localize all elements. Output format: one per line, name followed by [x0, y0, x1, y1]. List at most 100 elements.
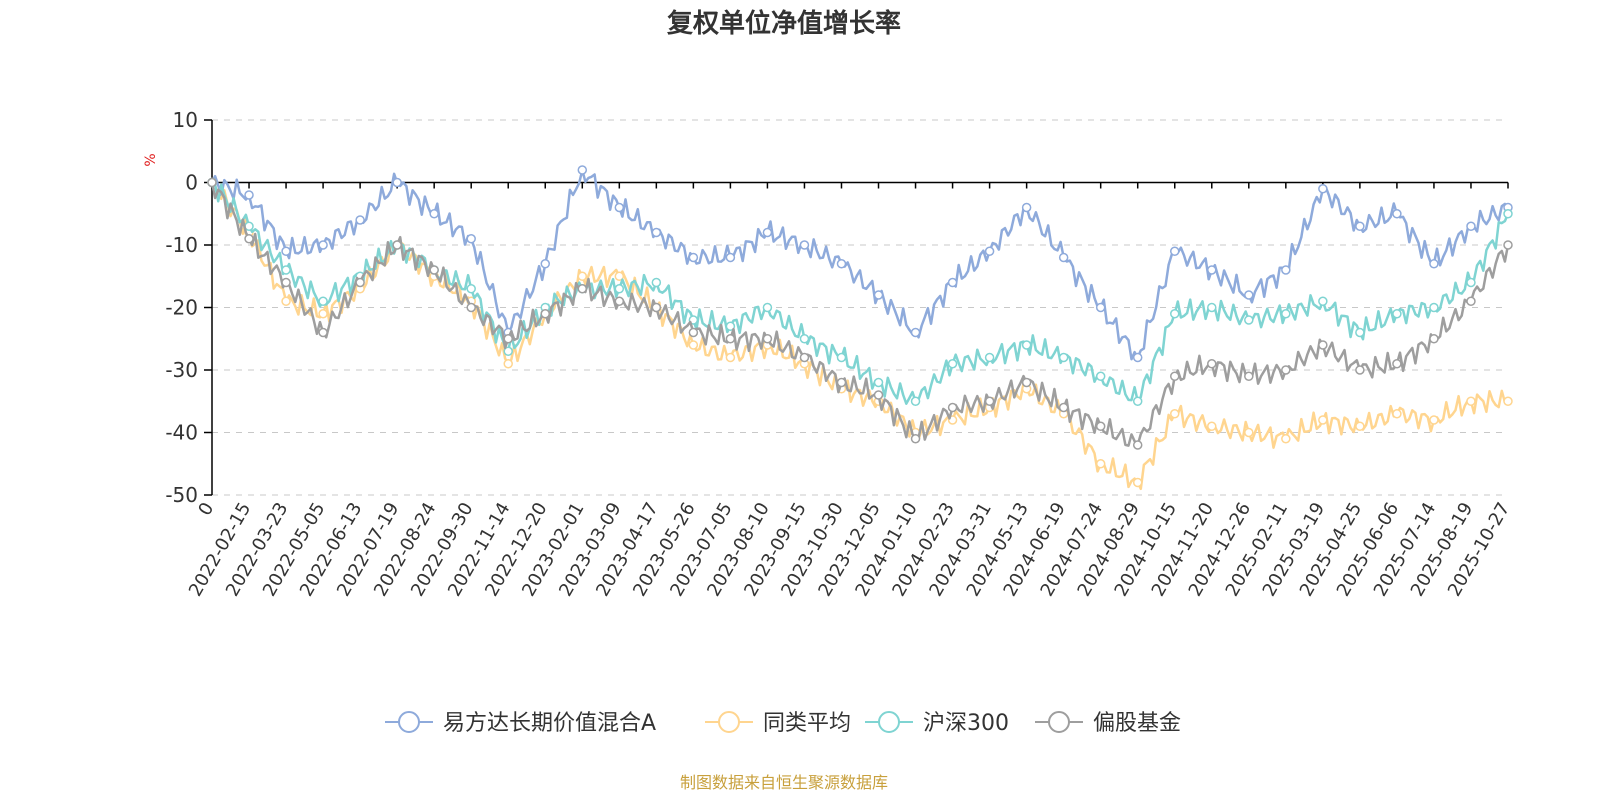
data-point — [1169, 309, 1180, 319]
data-point — [651, 302, 662, 313]
data-point — [1429, 334, 1439, 344]
data-point — [577, 284, 588, 294]
data-point — [762, 227, 773, 238]
data-point — [318, 240, 328, 250]
data-point — [1392, 209, 1402, 219]
data-point — [1207, 265, 1217, 275]
data-point — [318, 309, 328, 319]
data-point — [947, 359, 958, 369]
data-point — [762, 302, 773, 313]
data-point — [651, 277, 662, 288]
data-point — [614, 296, 625, 306]
data-point — [577, 271, 588, 281]
data-point — [836, 377, 847, 388]
legend-item[interactable]: 偏股基金 — [1035, 711, 1181, 736]
data-point — [1207, 421, 1217, 431]
data-point — [762, 334, 773, 344]
data-point — [1058, 352, 1069, 363]
data-point — [281, 246, 291, 256]
data-point — [1318, 184, 1328, 194]
data-point — [614, 271, 625, 281]
data-point — [540, 259, 551, 269]
data-point — [1281, 265, 1291, 275]
data-point — [355, 215, 365, 225]
data-point — [1095, 459, 1106, 469]
data-point — [688, 327, 699, 338]
data-point — [873, 290, 884, 300]
data-point — [614, 284, 625, 294]
data-point — [1207, 302, 1217, 313]
data-point — [1058, 252, 1069, 263]
data-point — [947, 277, 958, 288]
y-tick-label: 10 — [173, 108, 198, 132]
series-line — [210, 181, 1510, 491]
data-point — [503, 359, 513, 369]
series-line — [210, 181, 1510, 447]
data-point — [1392, 359, 1402, 369]
data-point — [503, 334, 513, 344]
data-point — [1466, 277, 1476, 288]
data-point — [1095, 371, 1106, 381]
data-point — [244, 234, 254, 244]
legend-item[interactable]: 易方达长期价值混合A — [385, 711, 656, 736]
data-point — [1058, 402, 1069, 413]
data-point — [1355, 365, 1365, 375]
data-point — [1095, 421, 1106, 431]
y-tick-label: -40 — [165, 421, 198, 445]
legend-label: 沪深300 — [923, 711, 1009, 736]
data-point — [1466, 396, 1476, 406]
data-point — [1355, 421, 1365, 431]
data-point — [1392, 309, 1402, 319]
legend-marker-icon — [1048, 711, 1070, 733]
y-tick-label: -30 — [165, 358, 198, 382]
data-point — [1429, 302, 1439, 313]
data-point — [1169, 246, 1180, 256]
data-point — [466, 302, 476, 313]
data-point — [1021, 340, 1032, 350]
legend: 易方达长期价值混合A 同类平均 沪深300 偏股基金 — [385, 711, 1181, 736]
data-point — [466, 234, 476, 244]
data-point — [503, 346, 513, 356]
data-point — [1355, 327, 1365, 338]
data-point — [799, 240, 810, 250]
data-point — [725, 352, 736, 363]
data-point — [207, 177, 217, 188]
data-point — [540, 309, 551, 319]
data-point — [1392, 409, 1402, 419]
data-point — [947, 402, 958, 413]
data-point — [1132, 396, 1143, 406]
data-point — [1281, 309, 1291, 319]
data-point — [651, 227, 662, 238]
data-point — [614, 202, 625, 213]
legend-item[interactable]: 同类平均 — [705, 711, 851, 736]
data-point — [725, 321, 736, 331]
data-point — [1281, 434, 1291, 444]
data-point — [281, 265, 291, 275]
data-point — [244, 190, 254, 200]
y-tick-label: -50 — [165, 483, 198, 507]
legend-label: 同类平均 — [763, 711, 851, 736]
data-point — [429, 209, 439, 219]
y-axis-unit: % — [143, 153, 159, 166]
data-point — [725, 252, 736, 263]
data-point — [873, 377, 884, 388]
series-line — [210, 168, 1510, 361]
y-tick-label: -20 — [165, 296, 198, 320]
data-point — [910, 327, 921, 338]
y-tick-label: 0 — [185, 171, 198, 195]
data-point — [1095, 302, 1106, 313]
source-note: 制图数据来自恒生聚源数据库 — [680, 773, 888, 792]
plot-area — [207, 165, 1513, 491]
series-line — [210, 181, 1510, 405]
data-point — [1244, 371, 1254, 381]
legend-marker-icon — [878, 711, 900, 733]
data-point — [1318, 415, 1328, 425]
data-point — [281, 277, 291, 288]
data-point — [1429, 259, 1439, 269]
legend-marker-icon — [718, 711, 740, 733]
y-tick-label: -10 — [165, 233, 198, 257]
data-point — [1244, 315, 1254, 325]
data-point — [1244, 290, 1254, 300]
legend-item[interactable]: 沪深300 — [865, 711, 1009, 736]
